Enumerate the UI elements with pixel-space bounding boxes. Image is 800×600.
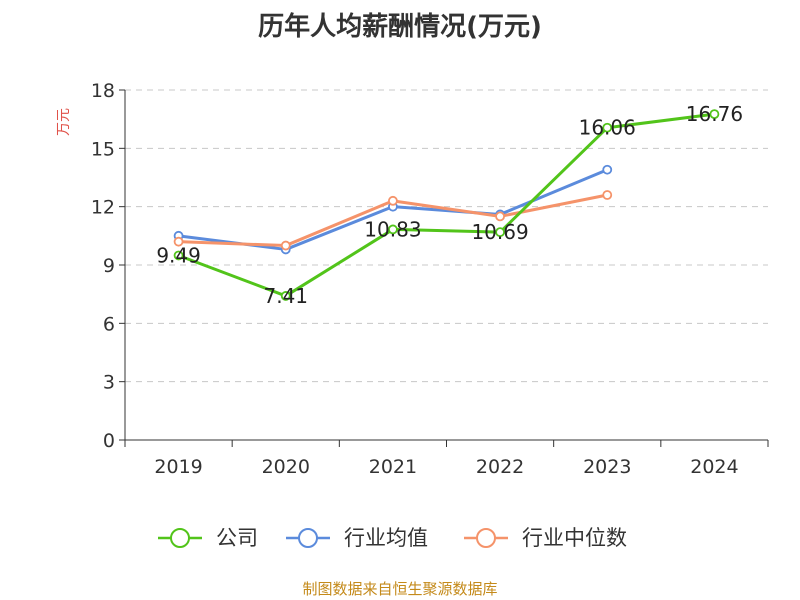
data-point (709, 109, 720, 120)
legend-marker (170, 528, 190, 548)
series-line (178, 112, 715, 298)
legend-label: 行业中位数 (522, 526, 627, 550)
x-tick-label: 2020 (262, 456, 310, 478)
source-note: 制图数据来自恒生聚源数据库 (302, 580, 498, 598)
data-label: 9.49 (156, 243, 201, 267)
legend-item: 公司 (158, 526, 258, 550)
legend-marker (476, 528, 496, 548)
legend-label: 公司 (216, 526, 258, 550)
data-point (602, 164, 613, 175)
x-tick-label: 2023 (583, 456, 631, 478)
y-tick-label: 18 (91, 80, 115, 102)
y-tick-label: 12 (91, 197, 115, 219)
data-point (280, 291, 291, 301)
data-point (388, 195, 398, 206)
x-tick-label: 2019 (154, 456, 202, 478)
data-point (495, 227, 505, 238)
y-tick-label: 0 (103, 430, 115, 452)
series-lines (173, 109, 720, 301)
data-label: 7.41 (263, 284, 308, 308)
data-point (602, 122, 613, 133)
data-label: 16.06 (579, 116, 636, 140)
data-point (173, 250, 184, 261)
data-point (388, 224, 398, 235)
x-tick-label: 2024 (690, 456, 738, 478)
legend-label: 行业均值 (344, 526, 428, 550)
x-tick-label: 2022 (476, 456, 524, 478)
y-tick-label: 6 (103, 313, 115, 335)
legend-marker (298, 528, 318, 548)
chart-title: 历年人均薪酬情况(万元) (258, 12, 542, 42)
data-label: 16.76 (686, 102, 743, 126)
legend-item: 行业中位数 (464, 526, 627, 550)
data-point (173, 236, 184, 247)
data-labels: 9.49 7.41 10.83 10.69 16.06 16.76 (156, 102, 743, 308)
legend: 公司 行业均值 行业中位数 (158, 526, 627, 550)
legend-item: 行业均值 (286, 526, 428, 550)
grid-lines (125, 89, 768, 383)
axes: 0 3 6 9 12 15 18 2019 2020 2021 2022 2023 2024 (91, 80, 769, 478)
x-tick-label: 2021 (369, 456, 417, 478)
data-point (602, 190, 613, 200)
data-point (495, 211, 505, 222)
y-tick-label: 9 (103, 255, 115, 277)
y-tick-label: 3 (103, 372, 115, 394)
data-point (280, 240, 291, 251)
data-label: 10.69 (471, 220, 528, 244)
y-axis-label: 万元 (56, 108, 72, 136)
data-label: 10.83 (364, 217, 421, 241)
y-tick-label: 15 (91, 138, 115, 160)
